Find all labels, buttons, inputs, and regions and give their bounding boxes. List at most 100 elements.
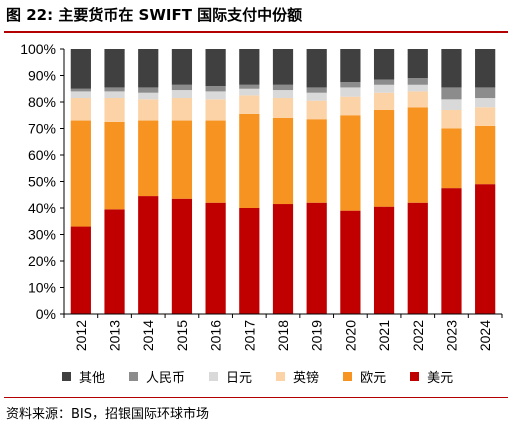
y-tick-label: 30% [28,227,56,243]
bar-segment-2019 [306,119,327,203]
bar-segment-2023 [441,49,462,88]
legend-item: 其他 [62,367,105,386]
bar-segment-2015 [171,84,193,91]
bar-segment-2021 [373,206,395,314]
x-tick-label: 2012 [73,320,89,351]
bar-segment-2019 [306,87,327,93]
bar-segment-2023 [441,109,462,129]
bar-segment-2022 [407,84,428,92]
bar-segment-2013 [104,87,125,92]
bar-segment-2020 [340,49,361,83]
bar-segment-2019 [306,202,327,314]
bar-segment-2017 [239,88,260,96]
x-tick-label: 2023 [443,320,459,351]
bar-segment-2018 [272,98,294,118]
x-tick-label: 2021 [376,320,392,351]
bar-segment-2014 [138,87,159,93]
bar-segment-2014 [138,120,159,197]
legend-swatch [209,372,219,381]
bar-segment-2017 [239,208,260,314]
x-tick-label: 2013 [107,320,123,351]
bar-segment-2012 [70,49,91,89]
bar-segment-2021 [373,49,395,80]
y-tick-label: 70% [28,121,56,137]
bar-segment-2015 [171,120,193,199]
bar-segment-2023 [441,87,462,100]
legend-label: 人民币 [146,371,186,386]
chart-title: 图 22: 主要货币在 SWIFT 国际支付中份额 [6,6,303,24]
y-tick-label: 90% [28,68,56,84]
bar-segment-2017 [239,95,260,114]
bar-segment-2014 [138,196,159,314]
bar-segment-2024 [475,107,496,126]
x-tick-label: 2024 [477,320,493,351]
bar-segment-2023 [441,99,462,110]
legend-swatch [410,372,420,381]
bar-segment-2013 [104,121,125,210]
bar-segment-2018 [272,84,294,91]
legend-item: 英镑 [276,367,319,386]
legend-swatch [129,372,139,381]
bar-segment-2014 [138,49,159,88]
legend-label: 英镑 [293,371,320,386]
bar-segment-2016 [205,99,226,121]
x-tick-label: 2016 [208,320,224,351]
bar-segment-2014 [138,99,159,121]
legend-item: 日元 [209,367,252,386]
bar-segment-2016 [205,120,226,203]
bar-segment-2016 [205,49,226,87]
bar-segment-2015 [171,90,193,99]
bar-segment-2020 [340,115,361,211]
x-tick-label: 2022 [410,320,426,351]
x-tick-label: 2014 [140,320,156,351]
y-tick-label: 60% [28,147,56,163]
x-tick-label: 2019 [309,320,325,351]
legend-label: 其他 [79,371,106,386]
bar-segment-2022 [407,107,428,203]
bar-segment-2022 [407,202,428,314]
x-tick-label: 2017 [241,320,257,351]
bar-segment-2023 [441,128,462,189]
bar-segment-2016 [205,202,226,314]
bar-segment-2016 [205,86,226,92]
source-note: 资料来源：BIS，招银国际环球市场 [6,407,210,422]
bar-segment-2024 [475,98,496,108]
bar-segment-2018 [272,90,294,99]
bar-segment-2022 [407,91,428,108]
bar-segment-2012 [70,120,91,227]
bar-segment-2018 [272,117,294,205]
bar-segment-2018 [272,49,294,85]
legend-swatch [62,372,71,381]
legend-item: 人民币 [129,367,185,386]
bar-segment-2012 [70,98,91,121]
bar-segment-2013 [104,98,125,122]
chart-legend: 其他 人民币 日元 英镑 欧元 美元 [62,367,453,386]
x-tick-label: 2015 [174,320,190,351]
bar-segment-2018 [272,204,294,314]
x-tick-label: 2018 [275,320,291,351]
y-tick-label: 10% [28,280,56,296]
legend-item: 美元 [410,367,453,386]
bar-segment-2021 [373,109,395,207]
y-tick-label: 80% [28,94,56,110]
bar-segment-2020 [340,210,361,314]
legend-swatch [276,372,286,381]
bar-segment-2020 [340,96,361,116]
bar-segment-2021 [373,79,395,85]
bar-segment-2021 [373,84,395,93]
y-tick-label: 0% [36,306,56,322]
y-tick-label: 100% [20,41,56,57]
bar-segment-2022 [407,78,428,85]
bar-segment-2024 [475,184,496,314]
bar-segment-2015 [171,98,193,121]
bar-segment-2017 [239,84,260,89]
bar-segment-2024 [475,87,496,99]
bar-segment-2012 [70,226,91,314]
bar-segment-2020 [340,82,361,88]
bar-segment-2017 [239,49,260,85]
bar-segment-2019 [306,49,327,88]
bar-segment-2022 [407,49,428,79]
bar-segment-2019 [306,100,327,120]
bar-segment-2015 [171,198,193,314]
bar-segment-2013 [104,209,125,314]
